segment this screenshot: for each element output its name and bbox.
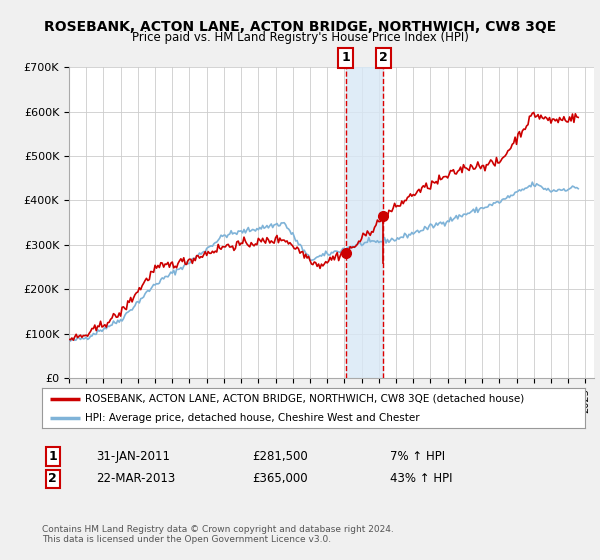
Text: Contains HM Land Registry data © Crown copyright and database right 2024.
This d: Contains HM Land Registry data © Crown c… — [42, 525, 394, 544]
Bar — [346, 67, 383, 378]
Text: HPI: Average price, detached house, Cheshire West and Chester: HPI: Average price, detached house, Ches… — [85, 413, 420, 422]
Text: £365,000: £365,000 — [252, 472, 308, 486]
Text: ROSEBANK, ACTON LANE, ACTON BRIDGE, NORTHWICH, CW8 3QE (detached house): ROSEBANK, ACTON LANE, ACTON BRIDGE, NORT… — [85, 394, 524, 404]
Text: 31-JAN-2011: 31-JAN-2011 — [96, 450, 170, 463]
Text: 22-MAR-2013: 22-MAR-2013 — [96, 472, 175, 486]
Text: 2: 2 — [379, 52, 388, 64]
Text: Price paid vs. HM Land Registry's House Price Index (HPI): Price paid vs. HM Land Registry's House … — [131, 31, 469, 44]
Text: 1: 1 — [49, 450, 57, 463]
Text: 43% ↑ HPI: 43% ↑ HPI — [390, 472, 452, 486]
Text: ROSEBANK, ACTON LANE, ACTON BRIDGE, NORTHWICH, CW8 3QE: ROSEBANK, ACTON LANE, ACTON BRIDGE, NORT… — [44, 20, 556, 34]
Text: 7% ↑ HPI: 7% ↑ HPI — [390, 450, 445, 463]
Text: £281,500: £281,500 — [252, 450, 308, 463]
Text: 1: 1 — [341, 52, 350, 64]
Text: 2: 2 — [49, 472, 57, 486]
